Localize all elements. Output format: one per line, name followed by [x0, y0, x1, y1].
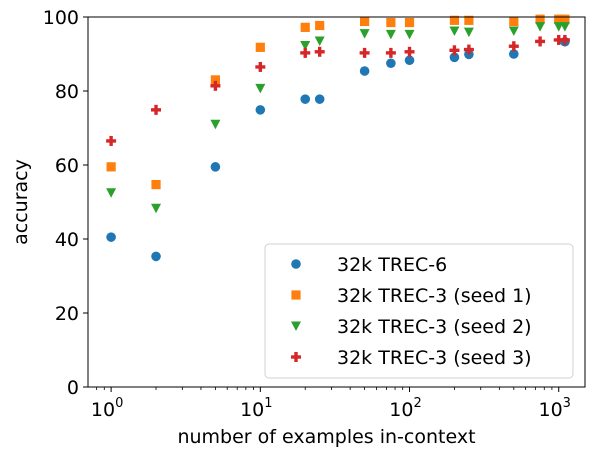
series-2: [107, 15, 570, 190]
data-point: [405, 18, 414, 27]
y-tick-label: 60: [55, 155, 79, 177]
data-point: [151, 204, 161, 214]
legend-label: 32k TREC-3 (seed 1): [337, 285, 532, 307]
data-point: [300, 48, 310, 58]
y-tick-label: 80: [55, 81, 79, 103]
data-point: [256, 105, 266, 115]
data-point: [449, 27, 459, 37]
x-tick-label: 101: [240, 396, 272, 421]
data-point: [405, 47, 415, 57]
data-point: [360, 66, 370, 76]
x-tick-label: 100: [91, 396, 123, 421]
legend-label: 32k TREC-3 (seed 2): [337, 316, 532, 338]
y-tick-label: 20: [55, 303, 79, 325]
data-point: [106, 232, 116, 242]
data-point: [405, 30, 415, 40]
data-point: [360, 17, 369, 26]
data-point: [360, 29, 370, 39]
data-point: [509, 27, 519, 37]
data-points-layer: [106, 15, 570, 262]
y-axis-label: accuracy: [10, 159, 32, 245]
data-point: [535, 22, 545, 32]
data-point: [535, 36, 545, 46]
series-4: [106, 35, 570, 146]
data-point: [315, 21, 324, 30]
data-point: [151, 105, 161, 115]
data-point: [151, 180, 160, 189]
data-point: [405, 55, 415, 65]
series-1: [106, 37, 569, 261]
y-tick-label: 40: [55, 229, 79, 251]
data-point: [386, 58, 396, 68]
data-point: [386, 18, 395, 27]
data-point: [211, 162, 221, 172]
data-point: [255, 84, 265, 94]
data-point: [360, 48, 370, 58]
data-point: [315, 37, 325, 47]
data-point: [301, 23, 310, 32]
data-point: [449, 45, 459, 55]
data-point: [151, 252, 161, 262]
data-point: [210, 120, 220, 130]
legend-marker: [291, 259, 301, 269]
x-tick-label: 102: [389, 396, 421, 421]
data-point: [509, 41, 519, 51]
legend-marker: [291, 290, 300, 299]
series-3: [106, 22, 570, 213]
data-point: [256, 43, 265, 52]
data-point: [255, 62, 265, 72]
data-point: [386, 48, 396, 58]
data-point: [106, 136, 116, 146]
y-tick-label: 100: [43, 7, 79, 29]
data-point: [560, 22, 570, 32]
data-point: [106, 188, 116, 198]
legend-label: 32k TREC-6: [337, 254, 447, 276]
data-point: [300, 94, 310, 104]
x-tick-label: 103: [538, 396, 570, 421]
data-point: [315, 47, 325, 57]
data-point: [464, 28, 474, 37]
legend-label: 32k TREC-3 (seed 3): [337, 347, 532, 369]
data-point: [509, 17, 518, 26]
legend: 32k TREC-6 32k TREC-3 (seed 1) 32k TREC-3 …: [265, 244, 573, 378]
data-point: [315, 94, 325, 104]
data-point: [107, 162, 116, 171]
data-point: [386, 30, 396, 40]
x-axis-label: number of examples in-context: [177, 426, 475, 448]
y-tick-label: 0: [67, 377, 79, 399]
